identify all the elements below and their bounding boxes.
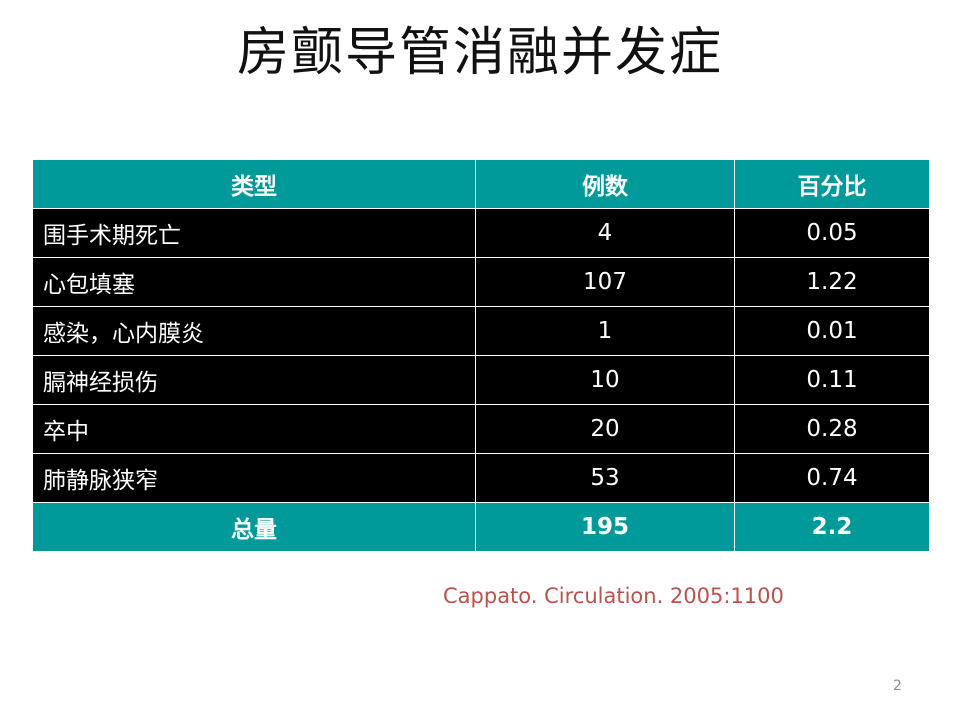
total-type: 总量 (32, 502, 476, 552)
slide-title: 房颤导管消融并发症 (236, 23, 723, 83)
cell-count: 10 (475, 355, 735, 405)
table-row: 围手术期死亡 4 0.05 (32, 208, 930, 258)
cell-count: 20 (475, 404, 735, 454)
page-number: 2 (893, 678, 902, 694)
cell-type: 膈神经损伤 (32, 355, 476, 405)
table-row: 膈神经损伤 10 0.11 (32, 355, 930, 405)
table-total-row: 总量 195 2.2 (32, 502, 930, 552)
cell-type: 围手术期死亡 (32, 208, 476, 258)
cell-count: 107 (475, 257, 735, 307)
table-header-row: 类型 例数 百分比 (32, 159, 930, 209)
table-row: 肺静脉狭窄 53 0.74 (32, 453, 930, 503)
cell-percent: 0.28 (734, 404, 930, 454)
cell-percent: 0.11 (734, 355, 930, 405)
citation: Cappato. Circulation. 2005:1100 (443, 584, 784, 608)
header-type: 类型 (32, 159, 476, 209)
cell-count: 1 (475, 306, 735, 356)
header-count: 例数 (475, 159, 735, 209)
total-percent: 2.2 (734, 502, 930, 552)
cell-count: 4 (475, 208, 735, 258)
cell-type: 感染，心内膜炎 (32, 306, 476, 356)
header-percent: 百分比 (734, 159, 930, 209)
complications-table: 类型 例数 百分比 围手术期死亡 4 0.05 心包填塞 107 1.22 感染… (32, 159, 930, 552)
cell-percent: 0.01 (734, 306, 930, 356)
cell-percent: 0.05 (734, 208, 930, 258)
cell-type: 卒中 (32, 404, 476, 454)
cell-type: 肺静脉狭窄 (32, 453, 476, 503)
cell-count: 53 (475, 453, 735, 503)
cell-percent: 1.22 (734, 257, 930, 307)
table-row: 感染，心内膜炎 1 0.01 (32, 306, 930, 356)
table-row: 卒中 20 0.28 (32, 404, 930, 454)
cell-type: 心包填塞 (32, 257, 476, 307)
total-count: 195 (475, 502, 735, 552)
table-row: 心包填塞 107 1.22 (32, 257, 930, 307)
cell-percent: 0.74 (734, 453, 930, 503)
